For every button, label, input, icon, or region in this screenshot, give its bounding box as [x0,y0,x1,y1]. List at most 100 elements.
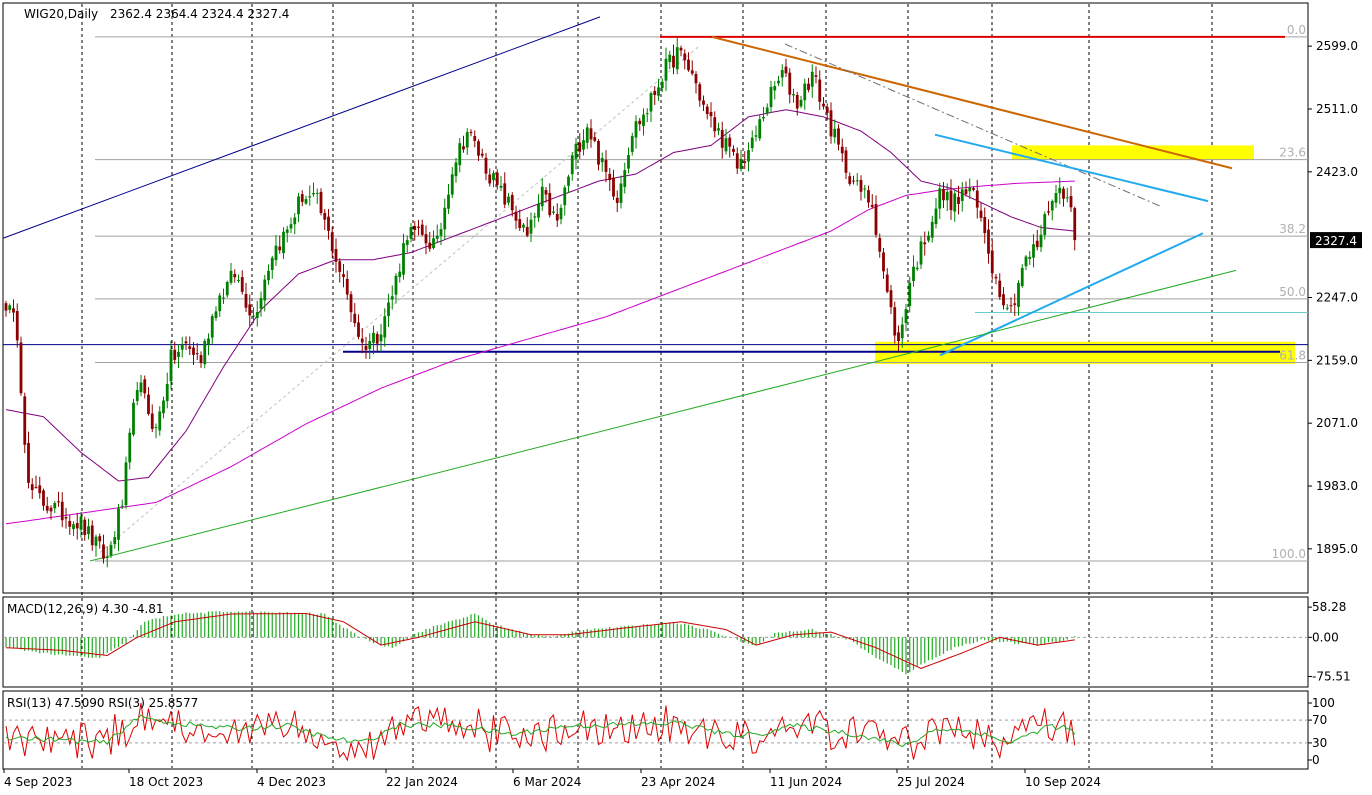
fib-label: 0.0 [1287,23,1306,37]
y-label: 2599.0 [1316,39,1358,53]
candle-body [833,128,837,138]
candle-body [237,280,240,282]
candle-body [177,351,180,357]
rsi-y-label: 100 [1312,696,1335,710]
candle-body [570,155,574,175]
candle-body [225,282,229,296]
ma-long-line [5,180,1075,525]
candle-body [829,110,833,137]
candle-body [975,190,979,208]
y-label: 2071.0 [1316,416,1358,430]
candle-body [559,207,563,220]
candle-body [105,556,109,558]
candle-body [349,294,353,313]
candle-body [717,128,720,131]
candle-body [773,86,777,91]
candle-body [735,153,739,169]
candle-body [844,150,848,173]
candle-body [428,242,432,249]
candle-body [754,135,758,137]
candle-body [375,333,379,344]
candle-body [544,190,548,195]
candle-body [1028,256,1032,259]
candle-body [672,55,675,68]
candle-body [649,93,653,112]
candle-body [184,341,188,344]
candle-body [803,83,807,101]
candle-body [960,189,964,201]
candle-body [702,100,705,105]
candle-body [1050,201,1054,211]
triangle-upper-line [934,133,1209,203]
candle-body [623,170,627,187]
candle-body [675,47,679,70]
fib-label: 23.6 [1279,146,1306,160]
x-label: 4 Sep 2023 [4,775,72,789]
candle-body [750,137,754,149]
candle-body [150,413,154,429]
candle-body [1009,305,1013,307]
candle-body [867,190,870,203]
candle-body [1058,187,1062,194]
candle-body [915,267,919,270]
candle-body [199,355,203,364]
candle-body [87,526,90,535]
candle-body [499,185,503,188]
candle-body [360,338,364,343]
candle-body [72,524,75,530]
candle-body [645,113,649,115]
candle-body [398,271,402,278]
candle-body [807,83,810,90]
candle-body [214,311,218,319]
candle-body [83,519,87,536]
resistance-zone [1012,145,1254,160]
candle-body [60,501,64,521]
y-label: 2423.0 [1316,165,1358,179]
long-uptrend-line [89,269,1237,562]
candle-body [882,252,885,272]
candle-body [368,341,372,350]
macd-label: MACD(12,26,9) 4.30 -4.81 [7,602,164,616]
fib-label: 61.8 [1279,348,1306,362]
candle-body [852,180,855,182]
candle-body [987,229,990,254]
candle-body [945,191,949,201]
candle-body [75,523,79,529]
candle-body [904,309,908,323]
x-label: 18 Oct 2023 [129,775,203,789]
candle-body [113,537,117,545]
candle-body [315,192,319,194]
channel-upper-line [2,16,601,239]
candle-body [244,293,248,308]
candle-body [379,334,383,342]
dash-dot-line [784,43,1161,207]
candle-body [90,525,94,546]
candle-body [8,305,12,310]
candle-body [1065,197,1069,199]
candle-body [600,158,604,163]
candle-body [154,427,158,429]
candle-body [124,462,128,506]
candle-body [338,261,342,272]
candle-body [417,226,420,228]
fib-label: 100.0 [1272,547,1306,561]
candle-body [353,313,357,324]
candle-body [413,226,417,230]
candle-body [874,204,878,235]
candle-body [293,217,297,225]
y-label: 2511.0 [1316,102,1358,116]
rsi13-line [5,714,1076,748]
candle-body [705,106,709,115]
candle-body [780,70,784,78]
candle-body [49,507,53,512]
candle-body [345,278,349,295]
candle-body [162,400,165,414]
candle-body [990,250,994,274]
candle-body [897,332,900,342]
candle-body [514,211,518,221]
candle-body [128,432,132,463]
candle-body [934,208,938,225]
candle-body [143,379,147,394]
candle-body [387,302,390,317]
candle-body [732,148,735,152]
